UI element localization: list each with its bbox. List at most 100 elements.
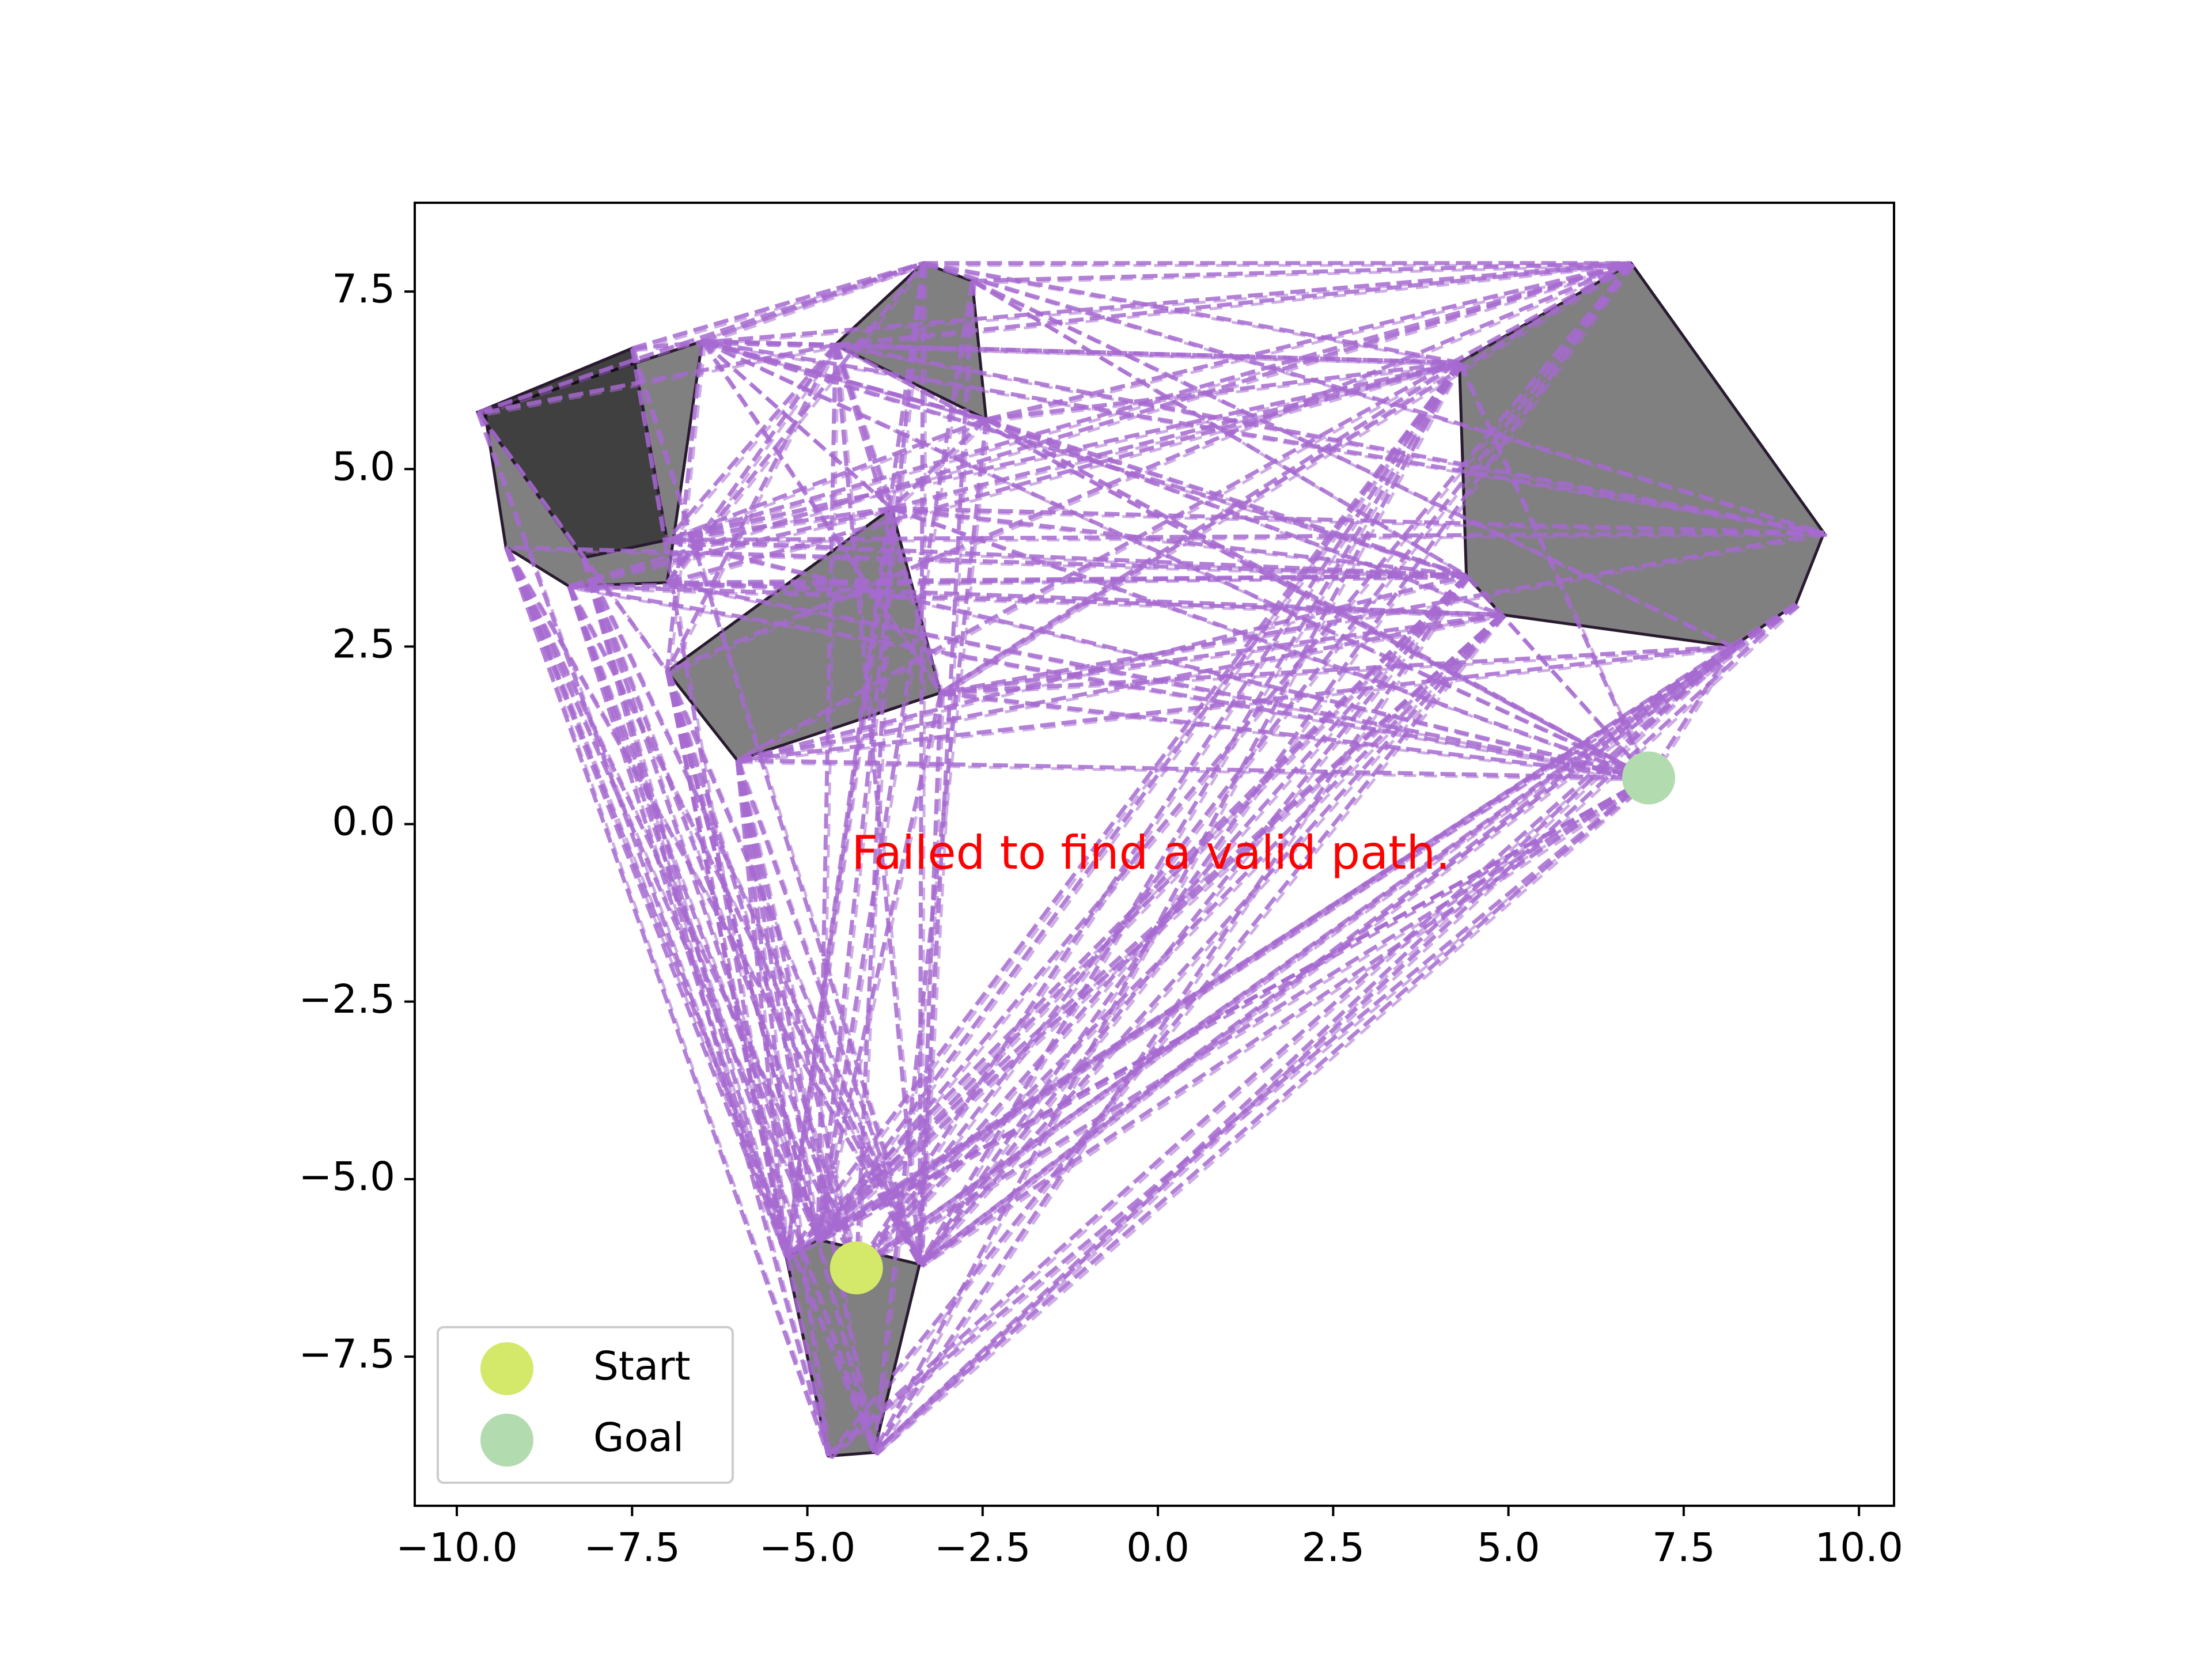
visibility-edge-66: [940, 644, 1733, 695]
visibility-edge-116: [569, 584, 1502, 617]
visibility-edge-149-shadow: [633, 350, 791, 1260]
visibility-edge-4: [484, 343, 836, 415]
visibility-edge-115-shadow: [830, 616, 1506, 1460]
visibility-edge-77: [735, 759, 859, 1268]
y-tick-label: 5.0: [332, 444, 395, 490]
visibility-edge-19-shadow: [975, 264, 1634, 285]
visibility-edge-95: [872, 361, 1461, 1454]
visibility-edge-127-shadow: [858, 605, 1800, 1272]
visibility-edge-46-shadow: [571, 509, 895, 590]
visibility-edge-150: [630, 347, 922, 1265]
marker-layer: [830, 751, 1676, 1295]
visibility-edge-141-shadow: [838, 346, 1653, 782]
visibility-edge-137: [785, 776, 1650, 1259]
axes-frame: [414, 202, 1895, 1507]
visibility-edge-34: [666, 417, 987, 542]
visibility-edge-24: [835, 343, 1460, 365]
visibility-edge-83-shadow: [668, 673, 833, 1459]
visibility-edge-77-shadow: [738, 762, 861, 1271]
visibility-edge-148-shadow: [819, 347, 840, 1242]
visibility-edge-56: [503, 546, 876, 1453]
visibility-edge-65-shadow: [943, 615, 1505, 697]
visibility-edge-110: [667, 573, 1467, 585]
visibility-edge-19: [972, 261, 1631, 283]
visibility-edge-27-shadow: [836, 346, 896, 511]
visibility-edge-7: [701, 261, 924, 343]
visibility-edge-50: [567, 585, 876, 1453]
visibility-edge-84: [665, 671, 876, 1453]
visibility-edge-131: [835, 343, 1824, 535]
visibility-edge-7-shadow: [704, 264, 927, 345]
visibility-edge-99-shadow: [739, 264, 1635, 764]
visibility-edge-126: [918, 602, 1797, 1266]
visibility-edge-134: [918, 776, 1650, 1266]
visibility-edge-2-shadow: [479, 414, 672, 675]
y-tick-label: 0.0: [332, 799, 395, 845]
x-tick-label: 5.0: [1477, 1525, 1540, 1571]
visibility-edge-71-shadow: [740, 615, 1505, 764]
visibility-edge-96-shadow: [819, 264, 1635, 1243]
y-tick-label: −5.0: [298, 1154, 395, 1200]
visibility-edge-89-shadow: [584, 559, 861, 1271]
visibility-edge-90-shadow: [819, 363, 1464, 1243]
visibility-edge-65: [940, 612, 1502, 695]
visibility-edge-86-shadow: [584, 559, 823, 1243]
visibility-edge-72-shadow: [740, 761, 1652, 782]
visibility-edge-47: [568, 261, 1632, 589]
visibility-edge-125-shadow: [876, 605, 1800, 1456]
visibility-edge-35: [702, 339, 987, 422]
visibility-edge-147-shadow: [836, 347, 924, 1267]
visibility-edge-84-shadow: [668, 673, 878, 1456]
x-tick-label: −2.5: [934, 1525, 1031, 1571]
y-tick-label: −7.5: [298, 1331, 395, 1377]
visibility-edge-60-shadow: [893, 509, 1652, 782]
visibility-edge-133-shadow: [876, 779, 1653, 1456]
visibility-edge-44-shadow: [669, 264, 927, 586]
visibility-edge-143-shadow: [921, 265, 927, 1267]
y-tick-label: 7.5: [332, 266, 395, 312]
visibility-edge-21-shadow: [974, 282, 1737, 650]
y-axis-ticks: −7.5 −5.0 −2.5 0.0 2.5 5.0 7.5: [298, 266, 415, 1377]
legend-start-marker: [480, 1342, 533, 1395]
visibility-edge-107-shadow: [1468, 577, 1653, 782]
visibility-edge-145: [917, 281, 975, 1265]
visibility-edge-26: [665, 343, 837, 541]
visibility-edge-146: [816, 281, 975, 1240]
visibility-edge-142-shadow: [787, 265, 927, 1260]
start-marker: [830, 1241, 883, 1295]
visibility-edge-125: [872, 602, 1797, 1455]
visibility-edge-85-shadow: [584, 559, 791, 1260]
visibility-edge-5: [631, 261, 924, 351]
visibility-edge-88: [581, 556, 922, 1266]
visibility-edge-142: [784, 263, 925, 1258]
visibility-edge-73: [735, 760, 789, 1257]
x-axis-ticks: −10.0 −7.5 −5.0 −2.5 0.0 2.5 5.0 7.5 10.0: [396, 1506, 1903, 1571]
visibility-edge-71: [737, 612, 1502, 763]
visibility-edge-24-shadow: [838, 346, 1463, 366]
visibility-edge-105: [785, 574, 1468, 1259]
visibility-edge-22: [665, 343, 838, 673]
visibility-edge-100-shadow: [942, 264, 1635, 696]
visibility-edge-43-shadow: [669, 363, 1463, 586]
visibility-edge-23-shadow: [836, 346, 945, 696]
visibility-edge-17-shadow: [925, 264, 1463, 366]
x-tick-label: 0.0: [1126, 1525, 1190, 1571]
visibility-edge-100: [939, 261, 1633, 695]
failure-annotation: Failed to find a valid path.: [851, 826, 1450, 880]
visibility-edge-61: [891, 506, 1824, 535]
visibility-edge-74: [735, 760, 820, 1240]
visibility-edge-145-shadow: [921, 283, 977, 1267]
visibility-edge-129-shadow: [704, 342, 1827, 537]
visibility-edge-59-shadow: [894, 509, 1469, 579]
visibility-edge-67-shadow: [943, 694, 1652, 782]
legend-goal-marker: [480, 1414, 533, 1467]
visibility-edge-6: [631, 261, 1631, 351]
visibility-edge-4-shadow: [487, 346, 839, 416]
visibility-edge-98-shadow: [858, 264, 1635, 1271]
visibility-edge-138-shadow: [830, 779, 1653, 1460]
visibility-edge-136: [855, 776, 1650, 1270]
visibility-edge-29-shadow: [988, 363, 1463, 423]
visibility-edge-121-shadow: [830, 647, 1737, 1460]
visibility-edge-110-shadow: [670, 576, 1469, 586]
